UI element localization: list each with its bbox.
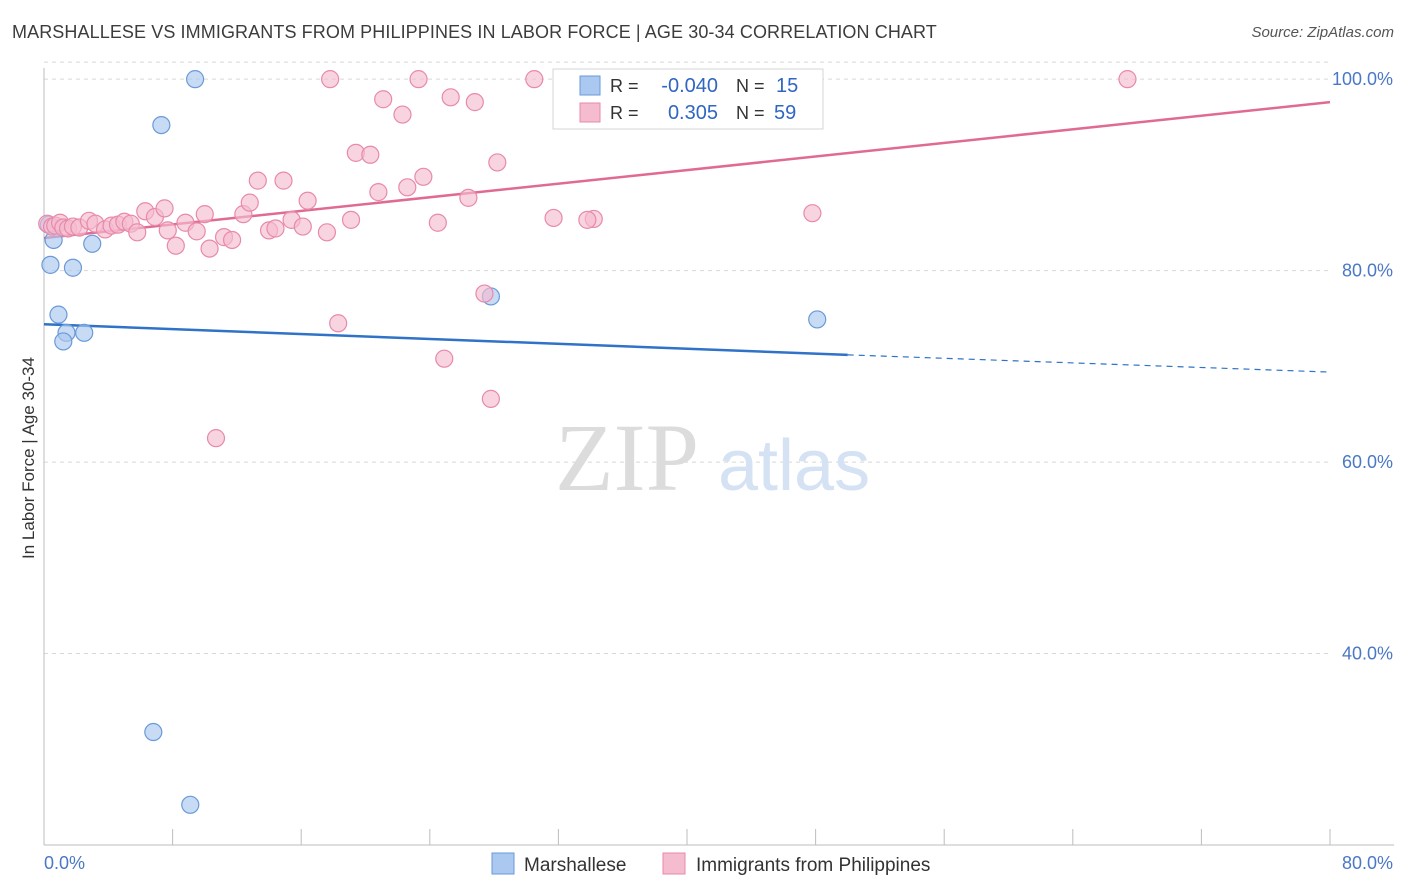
point-philippines-32 bbox=[274, 171, 293, 190]
y-axis-label: In Labor Force | Age 30-34 bbox=[19, 357, 38, 559]
point-philippines-42 bbox=[374, 90, 393, 109]
point-philippines-55 bbox=[525, 70, 544, 89]
legend-n-label-1: N = bbox=[736, 76, 765, 96]
point-philippines-23 bbox=[195, 205, 214, 224]
point-philippines-59 bbox=[329, 314, 348, 333]
point-philippines-22 bbox=[187, 222, 206, 241]
point-philippines-15 bbox=[128, 223, 147, 242]
point-philippines-40 bbox=[361, 145, 380, 164]
legend-n-value-2: 59 bbox=[774, 102, 796, 124]
point-marshallese-3 bbox=[63, 258, 83, 277]
legend-r-value-2: 0.305 bbox=[668, 102, 718, 124]
point-philippines-53 bbox=[544, 208, 563, 228]
legend-swatch-blue bbox=[579, 75, 601, 96]
series-legend-marshallese: Marshallese bbox=[524, 855, 626, 876]
legend-r-value-1: -0.040 bbox=[661, 75, 718, 97]
point-philippines-48 bbox=[441, 88, 460, 107]
trend-line-extension-marshallese bbox=[847, 354, 1331, 373]
point-marshallese-12 bbox=[808, 310, 827, 329]
legend-r-label-2: R = bbox=[610, 103, 639, 123]
point-philippines-45 bbox=[409, 70, 428, 89]
legend-swatch-pink bbox=[579, 102, 601, 123]
point-marshallese-10 bbox=[186, 70, 205, 89]
series-legend-swatch-marshallese bbox=[491, 852, 515, 875]
point-philippines-36 bbox=[317, 223, 337, 242]
point-philippines-46 bbox=[414, 167, 433, 186]
tick-labels: 40.0% 60.0% 80.0% 100.0% 0.0% 80.0% bbox=[44, 69, 1393, 873]
point-philippines-31 bbox=[266, 219, 285, 238]
axis-layer bbox=[43, 68, 1394, 846]
grid-layer bbox=[44, 61, 1330, 655]
series-legend-swatch-philippines bbox=[662, 852, 686, 875]
point-philippines-51 bbox=[475, 284, 494, 303]
chart-title: MARSHALLESE VS IMMIGRANTS FROM PHILIPPIN… bbox=[12, 22, 937, 42]
correlation-legend: R = -0.040 N = 15 R = 0.305 N = 59 bbox=[552, 68, 824, 130]
point-marshallese-13 bbox=[144, 722, 163, 742]
y-tick-label-60: 60.0% bbox=[1342, 452, 1393, 472]
y-tick-label-40: 40.0% bbox=[1342, 644, 1393, 664]
point-marshallese-4 bbox=[83, 234, 102, 253]
point-philippines-19 bbox=[158, 221, 177, 240]
point-philippines-18 bbox=[155, 199, 174, 218]
point-philippines-50 bbox=[465, 93, 484, 112]
points-layer bbox=[38, 70, 1137, 814]
point-philippines-49 bbox=[459, 188, 478, 207]
watermark-atlas: atlas bbox=[718, 426, 870, 506]
point-philippines-41 bbox=[369, 183, 388, 202]
point-philippines-43 bbox=[393, 105, 412, 124]
chart-source: Source: ZipAtlas.com bbox=[1251, 24, 1394, 41]
point-marshallese-14 bbox=[181, 795, 200, 814]
trend-line-marshallese bbox=[43, 322, 848, 357]
series-legend: Marshallese Immigrants from Philippines bbox=[491, 852, 930, 876]
y-tick-label-100: 100.0% bbox=[1332, 69, 1393, 89]
point-philippines-20 bbox=[166, 236, 185, 255]
x-tick-label-min: 0.0% bbox=[44, 853, 85, 873]
point-philippines-28 bbox=[240, 193, 259, 212]
legend-r-label-1: R = bbox=[610, 76, 639, 96]
point-philippines-56 bbox=[578, 210, 597, 229]
point-philippines-60 bbox=[435, 349, 454, 368]
watermark: ZIP atlas bbox=[555, 404, 870, 511]
point-philippines-62 bbox=[206, 429, 226, 448]
point-marshallese-5 bbox=[49, 305, 68, 324]
legend-n-label-2: N = bbox=[736, 103, 765, 123]
point-philippines-44 bbox=[398, 178, 417, 197]
point-philippines-57 bbox=[803, 204, 822, 223]
trend-line-philippines bbox=[43, 100, 1331, 240]
series-legend-philippines: Immigrants from Philippines bbox=[696, 855, 930, 876]
point-marshallese-7 bbox=[75, 323, 94, 342]
point-philippines-37 bbox=[341, 210, 361, 229]
watermark-zip: ZIP bbox=[555, 404, 699, 511]
point-philippines-38 bbox=[321, 70, 340, 89]
point-philippines-58 bbox=[1118, 70, 1137, 89]
point-philippines-47 bbox=[428, 213, 447, 232]
point-philippines-61 bbox=[481, 389, 500, 408]
point-marshallese-8 bbox=[54, 332, 73, 351]
point-philippines-35 bbox=[298, 191, 317, 210]
point-philippines-24 bbox=[200, 239, 219, 258]
trend-layer bbox=[43, 100, 1331, 373]
x-tick-label-max: 80.0% bbox=[1342, 853, 1393, 873]
point-marshallese-9 bbox=[152, 115, 171, 135]
point-marshallese-2 bbox=[41, 255, 60, 274]
point-philippines-29 bbox=[248, 171, 267, 190]
y-tick-label-80: 80.0% bbox=[1342, 261, 1393, 281]
point-philippines-52 bbox=[488, 153, 507, 172]
legend-n-value-1: 15 bbox=[776, 75, 798, 97]
point-philippines-34 bbox=[293, 217, 312, 236]
point-philippines-26 bbox=[222, 230, 242, 250]
